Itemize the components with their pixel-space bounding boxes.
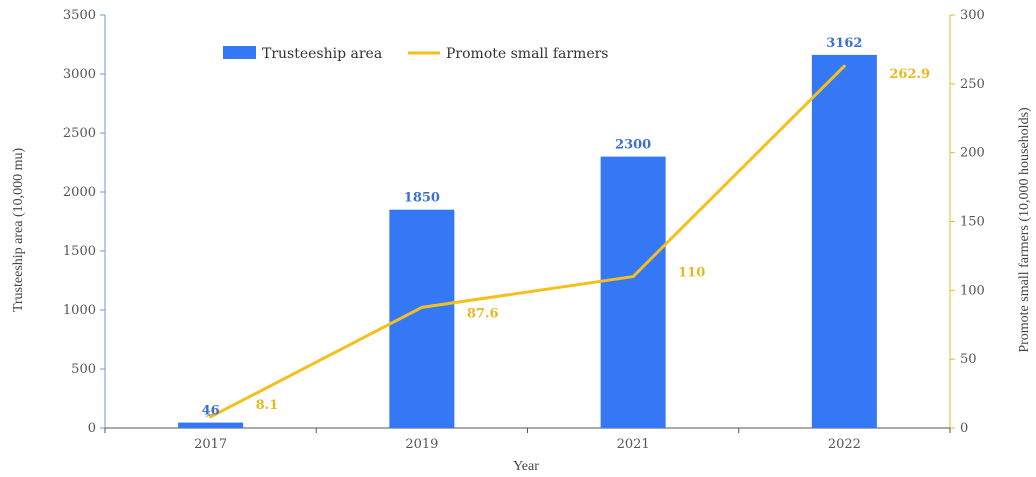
right-tick-label: 50 (960, 352, 977, 367)
right-tick-label: 150 (960, 215, 985, 230)
left-tick-label: 3000 (63, 67, 96, 82)
left-tick-label: 500 (71, 362, 96, 377)
bar (178, 422, 244, 428)
x-axis: 2017 2019 2021 2022 (104, 427, 951, 452)
left-y-axis: 0 500 1000 1500 2000 2500 3000 3500 (63, 8, 106, 436)
bar (811, 54, 877, 428)
x-axis-title: Year (513, 459, 539, 474)
line-value-label: 262.9 (889, 67, 930, 82)
right-tick-label: 100 (960, 283, 985, 298)
left-tick-label: 2500 (63, 126, 96, 141)
series-line (209, 65, 846, 419)
line-value-label: 110 (678, 266, 705, 281)
left-tick-label: 1500 (63, 244, 96, 259)
line-point (631, 275, 635, 279)
line-point (209, 415, 213, 419)
right-tick-label: 200 (960, 146, 985, 161)
leader-line (205, 413, 214, 418)
legend-label-line: Promote small farmers (446, 46, 608, 62)
line-series (209, 64, 846, 419)
line-value-label: 87.6 (467, 306, 499, 321)
right-y-axis-title: Promote small farmers (10,000 households… (1017, 107, 1032, 353)
bar (600, 156, 666, 428)
x-tick-label: 2019 (405, 437, 438, 452)
x-tick-label: 2021 (617, 437, 650, 452)
x-tick-label: 2017 (194, 437, 227, 452)
left-tick-label: 2000 (63, 185, 96, 200)
line-value-label: 8.1 (256, 398, 279, 413)
left-tick-label: 0 (88, 421, 96, 436)
bar-series (178, 54, 877, 428)
legend-bar-swatch (223, 46, 256, 59)
bar-value-label: 2300 (615, 138, 651, 153)
right-tick-label: 300 (960, 8, 985, 23)
bar-value-label: 3162 (826, 36, 862, 51)
left-y-axis-title: Trusteeship area (10,000 mu) (11, 147, 26, 312)
bar-value-label: 1850 (404, 191, 440, 206)
right-y-axis: 0 50 100 150 200 250 300 (949, 8, 985, 436)
line-point (842, 64, 846, 68)
legend-label-bar: Trusteeship area (262, 46, 382, 62)
legend[interactable]: Trusteeship area Promote small farmers (223, 46, 608, 62)
left-tick-label: 3500 (63, 8, 96, 23)
line-point (420, 305, 424, 309)
right-tick-label: 250 (960, 77, 985, 92)
left-tick-label: 1000 (63, 303, 96, 318)
right-tick-label: 0 (960, 421, 968, 436)
x-tick-label: 2022 (828, 437, 861, 452)
data-labels: 46 1850 2300 3162 8.1 87.6 110 262.9 (202, 36, 931, 419)
bar-value-label: 46 (202, 404, 220, 419)
